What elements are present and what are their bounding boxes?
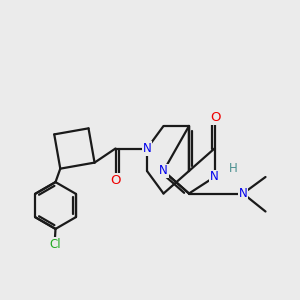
Text: N: N [142,142,152,155]
Text: N: N [210,170,219,184]
Text: Cl: Cl [49,238,61,251]
Text: O: O [210,111,220,124]
Text: H: H [229,161,238,175]
Text: N: N [238,187,247,200]
Text: N: N [159,164,168,178]
Text: O: O [110,174,121,188]
